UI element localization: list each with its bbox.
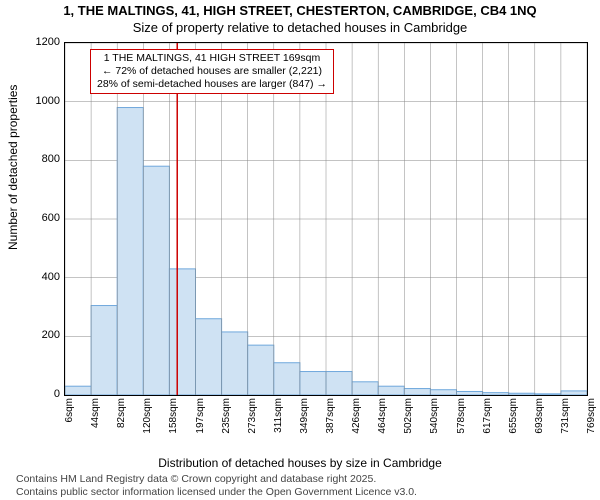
x-tick-label: 426sqm	[351, 398, 362, 434]
x-tick-label: 617sqm	[482, 398, 493, 434]
x-tick-label: 311sqm	[273, 398, 284, 433]
x-tick-label: 693sqm	[534, 398, 545, 434]
y-tick-label: 400	[42, 271, 60, 283]
footer-line-2: Contains public sector information licen…	[16, 486, 600, 499]
x-tick-label: 197sqm	[195, 398, 206, 434]
x-tick-label: 502sqm	[403, 398, 414, 434]
x-tick-label: 273sqm	[247, 398, 258, 434]
y-tick-label: 200	[42, 329, 60, 341]
callout-line-3: 28% of semi-detached houses are larger (…	[97, 78, 327, 91]
x-tick-label: 6sqm	[64, 398, 75, 422]
y-axis-label: Number of detached properties	[6, 85, 20, 250]
x-tick-label: 578sqm	[456, 398, 467, 434]
x-axis-label: Distribution of detached houses by size …	[0, 456, 600, 470]
x-tick-label: 387sqm	[325, 398, 336, 434]
x-tick-label: 731sqm	[560, 398, 571, 434]
histogram-chart: 1, THE MALTINGS, 41, HIGH STREET, CHESTE…	[0, 0, 600, 500]
x-tick-label: 655sqm	[508, 398, 519, 434]
chart-title-line2: Size of property relative to detached ho…	[0, 20, 600, 35]
callout-line-1: 1 THE MALTINGS, 41 HIGH STREET 169sqm	[97, 52, 327, 65]
chart-footer: Contains HM Land Registry data © Crown c…	[0, 473, 600, 499]
x-tick-label: 235sqm	[221, 398, 232, 434]
chart-title-line1: 1, THE MALTINGS, 41, HIGH STREET, CHESTE…	[0, 3, 600, 18]
footer-line-1: Contains HM Land Registry data © Crown c…	[16, 473, 600, 486]
x-tick-label: 769sqm	[586, 398, 597, 434]
y-tick-label: 600	[42, 212, 60, 224]
x-tick-label: 120sqm	[142, 398, 153, 434]
x-tick-label: 540sqm	[429, 398, 440, 434]
x-tick-label: 44sqm	[90, 398, 101, 428]
y-tick-label: 800	[42, 153, 60, 165]
y-tick-label: 0	[54, 388, 60, 400]
y-tick-label: 1000	[36, 95, 60, 107]
reference-callout-box: 1 THE MALTINGS, 41 HIGH STREET 169sqm ← …	[90, 49, 334, 94]
y-tick-label: 1200	[36, 36, 60, 48]
x-tick-label: 464sqm	[377, 398, 388, 434]
x-tick-label: 349sqm	[299, 398, 310, 434]
plot-area	[64, 42, 588, 396]
x-tick-label: 82sqm	[116, 398, 127, 428]
x-tick-label: 158sqm	[168, 398, 179, 434]
callout-line-2: ← 72% of detached houses are smaller (2,…	[97, 65, 327, 78]
